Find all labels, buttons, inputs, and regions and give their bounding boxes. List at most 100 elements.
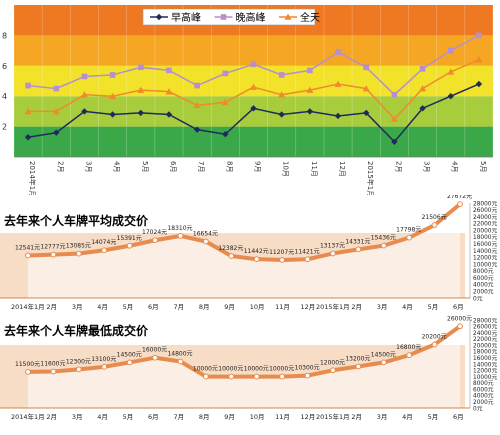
data-point: [81, 73, 88, 80]
data-label: 16800元: [396, 344, 421, 351]
data-point: [250, 105, 257, 112]
chart-legend: 早高峰 晚高峰 全天: [142, 8, 320, 26]
data-point: [228, 373, 235, 380]
data-point: [334, 112, 342, 120]
x-tick-label: 2014年1月: [11, 412, 45, 421]
data-point: [152, 237, 158, 244]
data-point: [202, 373, 209, 380]
data-point: [330, 250, 336, 257]
data-label: 14800元: [167, 350, 192, 357]
data-point: [24, 107, 32, 115]
data-label: 11421元: [295, 248, 320, 255]
data-point: [165, 111, 173, 118]
data-point: [475, 56, 483, 63]
data-point: [476, 32, 482, 39]
x-tick-label: 3月: [72, 413, 83, 421]
data-point: [25, 82, 31, 89]
data-point: [380, 359, 387, 366]
x-tick-label: 3月: [377, 413, 388, 421]
data-point: [278, 91, 286, 98]
x-tick-label: 7月: [197, 161, 205, 172]
data-point: [75, 366, 82, 373]
data-point: [222, 70, 229, 77]
data-point: [304, 256, 311, 263]
x-tick-label: 2月: [394, 161, 402, 172]
x-tick-label: 2015年1月: [316, 302, 350, 311]
data-label: 14500元: [371, 351, 396, 358]
y-tick-label: 0元: [473, 295, 483, 302]
x-tick-label: 5月: [428, 303, 439, 311]
series-line: [27, 324, 462, 379]
data-point: [447, 68, 455, 75]
data-point: [306, 86, 314, 93]
data-point: [475, 80, 483, 88]
data-point: [391, 91, 398, 98]
y-tick-label: 2000元: [473, 289, 494, 296]
background-band: [14, 126, 493, 157]
data-label: 16000元: [142, 347, 167, 354]
data-label: 13085元: [66, 243, 91, 250]
data-point: [457, 323, 463, 330]
y-tick-label: 16000元: [473, 355, 497, 362]
x-tick-label: 6月: [169, 161, 177, 172]
data-point: [126, 359, 133, 366]
data-point: [278, 72, 285, 78]
data-point: [25, 252, 31, 259]
data-point: [228, 253, 235, 259]
x-tick-label: 5月: [141, 161, 149, 172]
data-point: [334, 80, 342, 87]
x-tick-label: 6月: [148, 413, 159, 421]
data-label: 14331元: [345, 238, 370, 245]
data-label: 14074元: [91, 239, 116, 246]
y-tick-label: 2: [2, 123, 7, 132]
data-label: 10000元: [269, 366, 294, 373]
data-point: [81, 108, 88, 115]
x-tick-label: 6月: [453, 303, 464, 311]
data-point: [406, 352, 413, 359]
data-point: [177, 232, 184, 239]
x-tick-label: 11月: [310, 161, 318, 177]
background-band: [14, 35, 493, 66]
data-point: [250, 83, 257, 90]
x-tick-label: 6月: [453, 413, 464, 421]
data-point: [380, 242, 387, 249]
y-tick-label: 6000元: [473, 275, 494, 282]
y-tick-label: 22000元: [473, 336, 497, 343]
y-tick-label: 0元: [473, 405, 483, 412]
data-point: [306, 108, 314, 115]
x-tick-label: 12月: [301, 303, 316, 311]
congestion-index-chart: 2 4 6 8 2014年1月 2月 3月 4月 5月 6月 7月 8月 9月 10月 11月 12月 201…: [2, 5, 494, 195]
data-label: 12541元: [15, 244, 40, 251]
data-point: [193, 126, 201, 133]
data-point: [109, 92, 117, 99]
data-point: [220, 14, 227, 20]
y-tick-label: 26000元: [473, 324, 497, 331]
legend-label: 全天: [300, 11, 320, 24]
y-tick-label: 4: [2, 92, 7, 101]
data-point: [53, 85, 60, 92]
y-tick-label: 24000元: [473, 330, 497, 337]
x-tick-label: 6月: [148, 303, 159, 311]
y-tick-label: 12000元: [473, 255, 497, 262]
data-label: 12000元: [320, 359, 345, 366]
y-tick-label: 28000元: [473, 317, 497, 324]
data-label: 11600元: [40, 361, 65, 368]
data-point: [390, 115, 398, 122]
data-label: 11207元: [269, 249, 294, 256]
y-tick-label: 18000元: [473, 349, 497, 356]
data-point: [304, 372, 311, 379]
data-point: [165, 88, 173, 95]
data-point: [109, 72, 116, 78]
data-label: 17024元: [142, 229, 167, 236]
x-tick-label: 5月: [123, 303, 134, 311]
data-point: [80, 91, 88, 98]
y-tick-label: 4000元: [473, 393, 494, 400]
y-tick-label: 24000元: [473, 214, 497, 221]
data-point: [50, 368, 57, 375]
data-point: [101, 363, 108, 370]
data-label: 15436元: [371, 235, 396, 242]
data-point: [155, 13, 163, 21]
x-tick-label: 5月: [479, 161, 487, 172]
data-point: [307, 67, 313, 74]
y-tick-label: 8: [2, 31, 7, 40]
